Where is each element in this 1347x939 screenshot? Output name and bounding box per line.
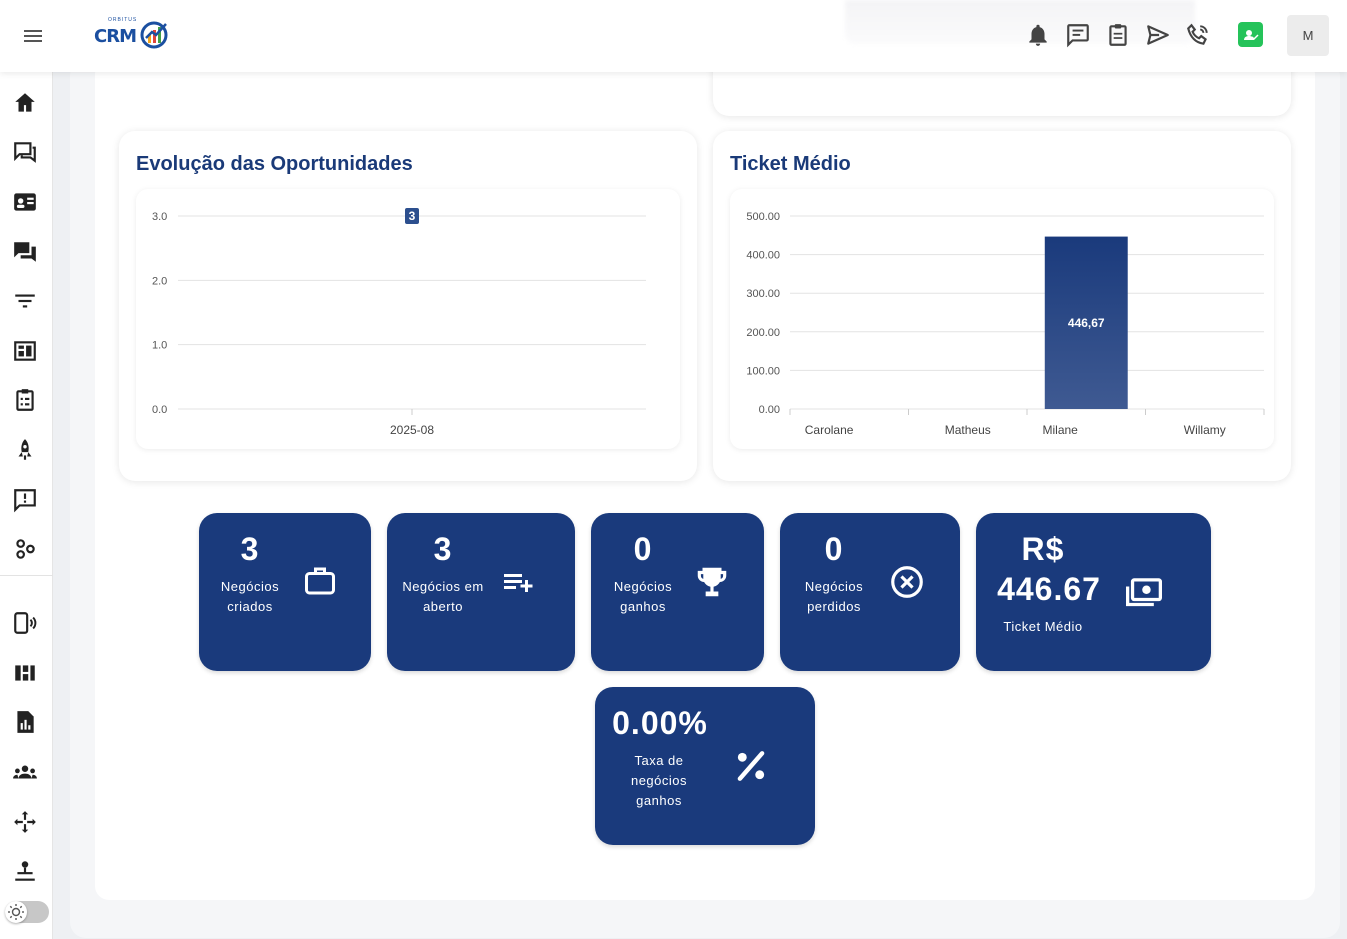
mobile-signal-icon[interactable]	[12, 610, 38, 636]
feedback-icon[interactable]	[12, 487, 38, 513]
bar-data-label: 446,67	[1068, 316, 1105, 330]
trophy-icon	[697, 567, 727, 597]
y-tick-label: 200.00	[746, 327, 780, 339]
ticket-bar-chart: 0.00 100.00 200.00 300.00 400.00 500.00 Carola…	[746, 211, 1265, 437]
data-label-box	[405, 208, 419, 224]
sidebar-divider	[0, 575, 53, 576]
cancel-circle-icon	[891, 566, 923, 598]
x-tick-label: Carolane	[805, 423, 854, 437]
tile-label: Negócios em aberto	[402, 579, 484, 614]
tile-negocios-em-aberto: 3 Negócios em aberto	[387, 513, 575, 671]
evolution-card: Evolução das Oportunidades 0.0 1.0 2.0 3.0 2…	[119, 131, 697, 481]
theme-toggle-knob	[5, 901, 27, 923]
evolution-chart-area: 0.0 1.0 2.0 3.0 2025-08 3	[136, 189, 680, 449]
chat-icon[interactable]	[1065, 22, 1091, 48]
logo-chart-icon	[140, 21, 168, 49]
tile-taxa-ganhos: 0.00% Taxa de negócios ganhos	[595, 687, 815, 845]
send-icon[interactable]	[1145, 22, 1171, 48]
ticket-chart-area: 0.00 100.00 200.00 300.00 400.00 500.00 Carola…	[730, 189, 1274, 449]
playlist-add-icon	[504, 574, 533, 592]
theme-toggle[interactable]	[5, 901, 49, 923]
tile-label: Negócios perdidos	[804, 579, 864, 614]
header-blur-overlay	[845, 0, 1195, 44]
sun-icon	[8, 904, 24, 920]
tile-value: 0.00%	[612, 705, 708, 741]
briefcase-icon	[305, 567, 335, 595]
dashboard-icon[interactable]	[12, 660, 38, 686]
chat-bubbles-icon[interactable]	[12, 239, 38, 265]
clipboard-icon[interactable]	[1105, 22, 1131, 48]
logo-subtitle: ORBITUS	[108, 17, 138, 23]
tile-negocios-perdidos: 0 Negócios perdidos	[780, 513, 960, 671]
move-icon[interactable]	[12, 809, 38, 835]
ticket-card-title: Ticket Médio	[730, 153, 851, 175]
tile-value-currency: R$	[1021, 531, 1065, 567]
tile-negocios-ganhos: 0 Negócios ganhos	[591, 513, 764, 671]
tile-ticket-medio: R$ 446.67 Ticket Médio	[976, 513, 1211, 671]
tile-label: Negócios ganhos	[613, 579, 673, 614]
bar	[1044, 236, 1128, 409]
tile-negocios-criados: 3 Negócios criados	[199, 513, 371, 671]
y-tick-label: 400.00	[746, 250, 780, 262]
tile-label: Taxa de negócios ganhos	[630, 753, 688, 808]
x-tick-label: Milane	[1043, 423, 1079, 437]
whatsapp-icon	[1244, 30, 1259, 41]
percent-icon	[737, 751, 765, 781]
hamburger-menu-icon[interactable]	[20, 24, 46, 48]
tasks-icon[interactable]	[12, 387, 38, 413]
x-tick-label: 2025-08	[390, 423, 434, 437]
tile-value-amount: 446.67	[997, 571, 1101, 607]
y-tick-label: 3.0	[152, 211, 167, 223]
filter-icon[interactable]	[12, 288, 38, 314]
rocket-icon[interactable]	[12, 437, 38, 463]
tile-label: Ticket Médio	[1003, 619, 1083, 634]
integrations-icon[interactable]	[12, 536, 38, 562]
tile-value: 0	[633, 531, 653, 567]
y-tick-label: 300.00	[746, 288, 780, 300]
ticket-card: Ticket Médio 0.00 100.00 200.00 300.00 400.0…	[713, 131, 1291, 481]
evolution-line-chart: 0.0 1.0 2.0 3.0 2025-08 3	[152, 208, 646, 437]
report-icon[interactable]	[12, 709, 38, 735]
money-icon	[1126, 578, 1162, 607]
bell-icon[interactable]	[1025, 22, 1051, 48]
forum-icon[interactable]	[12, 139, 38, 165]
tile-value: 3	[433, 531, 453, 567]
sidebar	[0, 72, 53, 939]
top-bar: ORBITUS CRM M	[0, 0, 1347, 72]
contact-card-icon[interactable]	[12, 189, 38, 215]
y-tick-label: 1.0	[152, 340, 167, 352]
y-tick-label: 0.0	[152, 404, 167, 416]
x-tick-label: Matheus	[945, 423, 991, 437]
y-tick-label: 0.00	[759, 404, 780, 416]
phone-call-icon[interactable]	[1185, 22, 1211, 48]
tile-value: 3	[240, 531, 260, 567]
whatsapp-button[interactable]	[1238, 22, 1263, 47]
y-tick-label: 2.0	[152, 275, 167, 287]
users-group-icon[interactable]	[12, 759, 38, 785]
user-avatar[interactable]: M	[1287, 15, 1329, 56]
home-icon[interactable]	[12, 90, 38, 116]
tile-label: Negócios criados	[220, 579, 280, 614]
evolution-card-title: Evolução das Oportunidades	[136, 153, 413, 175]
tile-value: 0	[824, 531, 844, 567]
logo-text: CRM	[94, 26, 137, 47]
admin-icon[interactable]	[12, 858, 38, 884]
y-tick-label: 500.00	[746, 211, 780, 223]
data-label: 3	[409, 209, 416, 223]
y-tick-label: 100.00	[746, 365, 780, 377]
x-tick-label: Willamy	[1184, 423, 1226, 437]
kanban-icon[interactable]	[12, 338, 38, 364]
